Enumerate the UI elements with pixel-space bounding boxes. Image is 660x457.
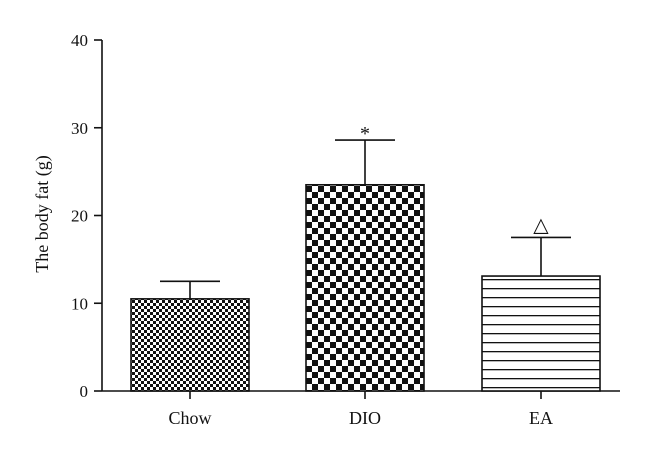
bar-dio [305,183,425,392]
y-tick-label: 10 [71,294,88,313]
x-tick-label-dio: DIO [349,408,381,428]
y-tick-label: 40 [71,31,88,50]
plot-area: 0 10 20 30 40 Chow DIO * EA △ [71,31,620,428]
significance-asterisk: * [360,123,370,145]
y-tick-label: 20 [71,207,88,226]
x-tick-label-ea: EA [529,408,553,428]
x-tick-label-chow: Chow [168,408,211,428]
y-tick-label: 30 [71,119,88,138]
significance-triangle: △ [533,214,549,236]
y-axis-title: The body fat (g) [32,155,53,272]
bar-chow [130,298,250,392]
y-tick-label: 0 [80,382,89,401]
bar-ea [481,275,601,392]
